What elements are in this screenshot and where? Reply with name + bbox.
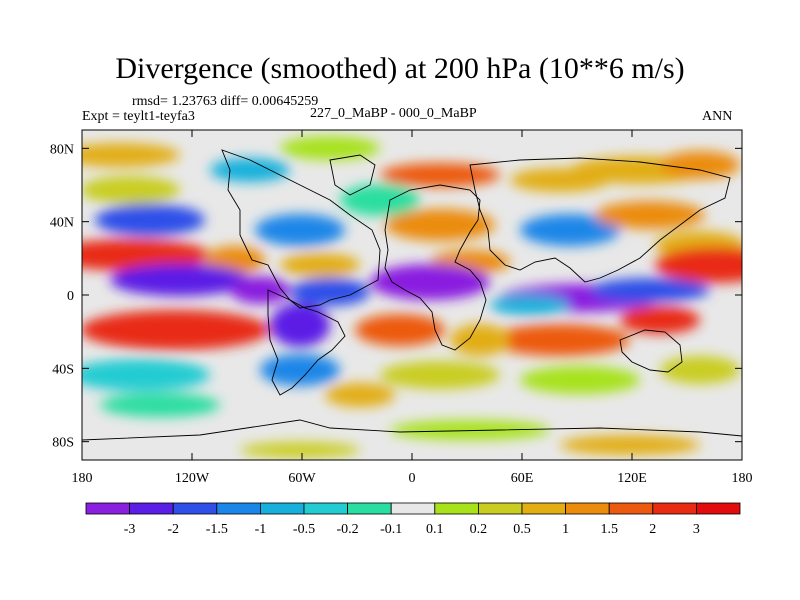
colorbar-label: -0.5 <box>293 522 315 537</box>
y-tick-label: 40S <box>52 362 74 377</box>
x-tick-label: 60W <box>288 471 316 486</box>
y-tick-label: 80S <box>52 436 74 451</box>
colorbar-swatch <box>477 502 523 515</box>
colorbar-swatch <box>390 502 436 515</box>
colorbar-swatch <box>259 502 305 515</box>
colorbar-swatch <box>565 502 610 515</box>
field-blobs <box>82 136 742 458</box>
x-tick-label: 0 <box>409 471 416 486</box>
colorbar-label: 3 <box>693 522 700 537</box>
colorbar-swatch <box>608 502 654 515</box>
colorbar-label: -1.5 <box>206 522 228 537</box>
x-tick-label: 120W <box>175 471 210 486</box>
colorbar-label: -0.1 <box>380 522 402 537</box>
season-label: ANN <box>702 109 733 124</box>
africa-europe-coast <box>384 184 487 351</box>
australia-coast <box>619 329 683 373</box>
x-axis-ticks: 180 120W 60W 0 60E 120E 180 <box>72 130 753 486</box>
y-tick-label: 0 <box>67 289 74 304</box>
colorbar-swatch <box>434 502 479 515</box>
colorbar-swatch <box>172 502 218 515</box>
experiment-label: Expt = teylt1-teyfa3 <box>82 109 195 124</box>
x-tick-label: 120E <box>617 471 647 486</box>
colorbar-label: 0.1 <box>426 522 444 537</box>
colorbar-swatch <box>521 502 566 515</box>
colorbar-label: -0.2 <box>337 522 359 537</box>
colorbar-swatch <box>216 502 261 515</box>
colorbar-label: -1 <box>255 522 267 537</box>
x-tick-label: 60E <box>511 471 534 486</box>
antarctica-coast <box>82 419 742 441</box>
colorbar-label: -3 <box>124 522 136 537</box>
colorbar-swatch <box>696 502 741 515</box>
greenland-coast <box>329 154 376 196</box>
colorbar: -3 -2 -1.5 -1 -0.5 -0.2 -0.1 0.1 0.2 0.5 1 1.5 2 3 <box>85 502 741 537</box>
colorbar-label: 0.2 <box>470 522 488 537</box>
field-layer <box>82 130 742 460</box>
colorbar-swatch <box>303 502 348 515</box>
colorbar-label: 0.5 <box>513 522 531 537</box>
colorbar-label: 1.5 <box>600 522 618 537</box>
comparison-label: 227_0_MaBP - 000_0_MaBP <box>310 106 477 121</box>
colorbar-swatch <box>129 502 174 515</box>
south-america-coast <box>267 289 346 396</box>
north-america-coast <box>221 149 381 309</box>
colorbar-label: 1 <box>562 522 569 537</box>
colorbar-label: -2 <box>167 522 179 537</box>
chart-title: Divergence (smoothed) at 200 hPa (10**6 … <box>115 52 685 85</box>
coastlines <box>82 149 742 441</box>
y-tick-label: 80N <box>50 142 74 157</box>
colorbar-label: 2 <box>649 522 656 537</box>
colorbar-swatch <box>85 502 130 515</box>
x-tick-label: 180 <box>732 471 753 486</box>
colorbar-swatch <box>652 502 697 515</box>
asia-coast <box>469 157 731 283</box>
colorbar-swatch <box>347 502 392 515</box>
y-axis-ticks: 80N 40N 0 40S 80S <box>50 142 742 451</box>
rmsd-diff-label: rmsd= 1.23763 diff= 0.00645259 <box>132 94 319 109</box>
y-tick-label: 40N <box>50 216 74 231</box>
x-tick-label: 180 <box>72 471 93 486</box>
